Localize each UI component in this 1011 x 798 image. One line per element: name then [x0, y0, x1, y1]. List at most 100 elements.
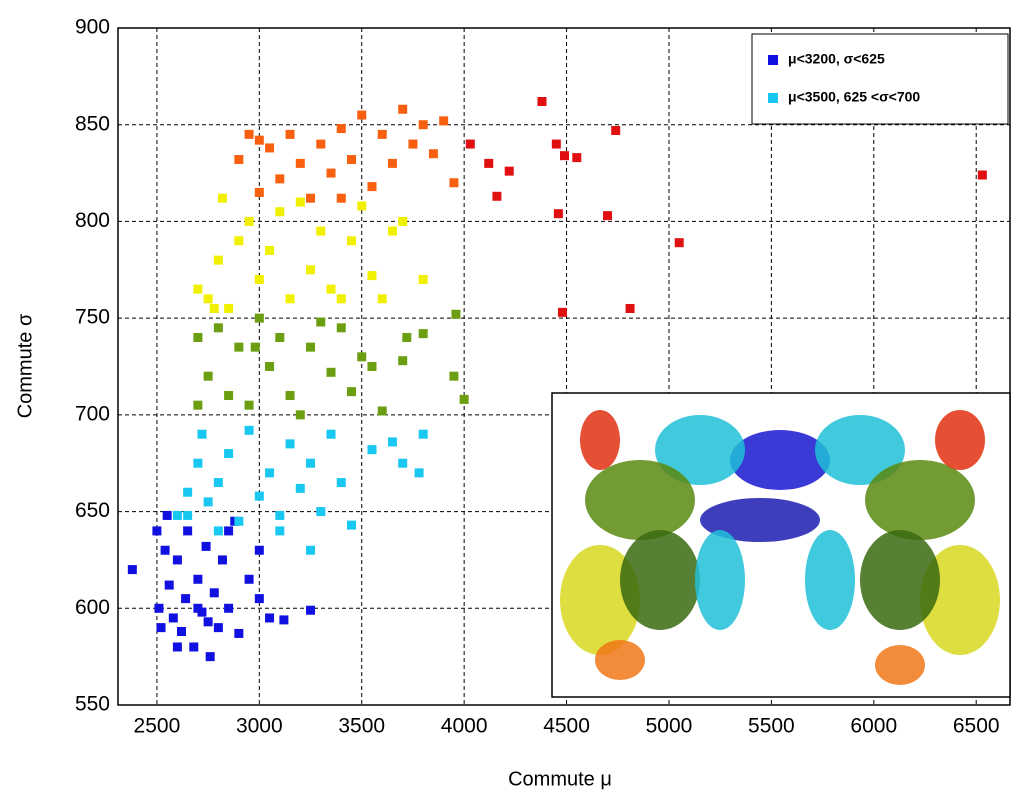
point: [449, 178, 458, 187]
point: [337, 323, 346, 332]
protein-blob: [595, 640, 645, 680]
protein-blob: [805, 530, 855, 630]
point: [388, 437, 397, 446]
point: [388, 227, 397, 236]
point: [286, 391, 295, 400]
point: [296, 410, 305, 419]
point: [265, 143, 274, 152]
point: [429, 149, 438, 158]
point: [224, 604, 233, 613]
point: [296, 198, 305, 207]
point: [224, 391, 233, 400]
point: [492, 192, 501, 201]
point: [398, 459, 407, 468]
point: [279, 615, 288, 624]
point: [327, 368, 336, 377]
point: [193, 285, 202, 294]
point: [537, 97, 546, 106]
point: [234, 236, 243, 245]
point: [460, 395, 469, 404]
point: [214, 526, 223, 535]
point: [210, 588, 219, 597]
y-tick-label: 800: [75, 209, 110, 232]
point: [484, 159, 493, 168]
point: [337, 478, 346, 487]
point: [398, 217, 407, 226]
point: [163, 511, 172, 520]
point: [327, 285, 336, 294]
point: [275, 333, 284, 342]
x-tick-label: 4000: [441, 715, 488, 738]
point: [388, 159, 397, 168]
point: [398, 105, 407, 114]
y-tick-label: 850: [75, 112, 110, 135]
point: [169, 613, 178, 622]
point: [193, 401, 202, 410]
point: [275, 207, 284, 216]
point: [234, 155, 243, 164]
point: [367, 182, 376, 191]
protein-blob: [935, 410, 985, 470]
point: [204, 372, 213, 381]
point: [218, 194, 227, 203]
protein-blob: [695, 530, 745, 630]
y-tick-label: 700: [75, 402, 110, 425]
point: [161, 546, 170, 555]
point: [245, 130, 254, 139]
point: [675, 238, 684, 247]
point: [177, 627, 186, 636]
point: [206, 652, 215, 661]
protein-blob: [580, 410, 620, 470]
point: [193, 604, 202, 613]
point: [415, 468, 424, 477]
point: [337, 124, 346, 133]
point: [183, 488, 192, 497]
point: [419, 120, 428, 129]
point: [183, 511, 192, 520]
point: [210, 304, 219, 313]
point: [214, 256, 223, 265]
point: [275, 174, 284, 183]
point: [245, 426, 254, 435]
point: [466, 140, 475, 149]
point: [316, 227, 325, 236]
chart: Commute μ Commute σ 25003000350040004500…: [0, 0, 1011, 798]
inset-image: [552, 393, 1010, 697]
point: [275, 526, 284, 535]
point: [378, 406, 387, 415]
point: [451, 310, 460, 319]
point: [224, 449, 233, 458]
y-axis-label: Commute σ: [14, 313, 36, 418]
point: [204, 497, 213, 506]
point: [367, 362, 376, 371]
point: [337, 194, 346, 203]
point: [265, 468, 274, 477]
legend-swatch: [768, 55, 778, 65]
point: [265, 362, 274, 371]
point: [197, 430, 206, 439]
point: [306, 606, 315, 615]
point: [234, 517, 243, 526]
point: [255, 492, 264, 501]
point: [367, 271, 376, 280]
point: [173, 555, 182, 564]
point: [286, 439, 295, 448]
point: [626, 304, 635, 313]
y-tick-label: 550: [75, 693, 110, 716]
point: [505, 167, 514, 176]
point: [214, 323, 223, 332]
point: [173, 511, 182, 520]
point: [234, 343, 243, 352]
point: [306, 343, 315, 352]
point: [378, 294, 387, 303]
point: [214, 478, 223, 487]
x-tick-label: 3500: [338, 715, 385, 738]
point: [154, 604, 163, 613]
point: [337, 294, 346, 303]
point: [327, 430, 336, 439]
point: [603, 211, 612, 220]
point: [978, 171, 987, 180]
point: [193, 575, 202, 584]
point: [316, 318, 325, 327]
